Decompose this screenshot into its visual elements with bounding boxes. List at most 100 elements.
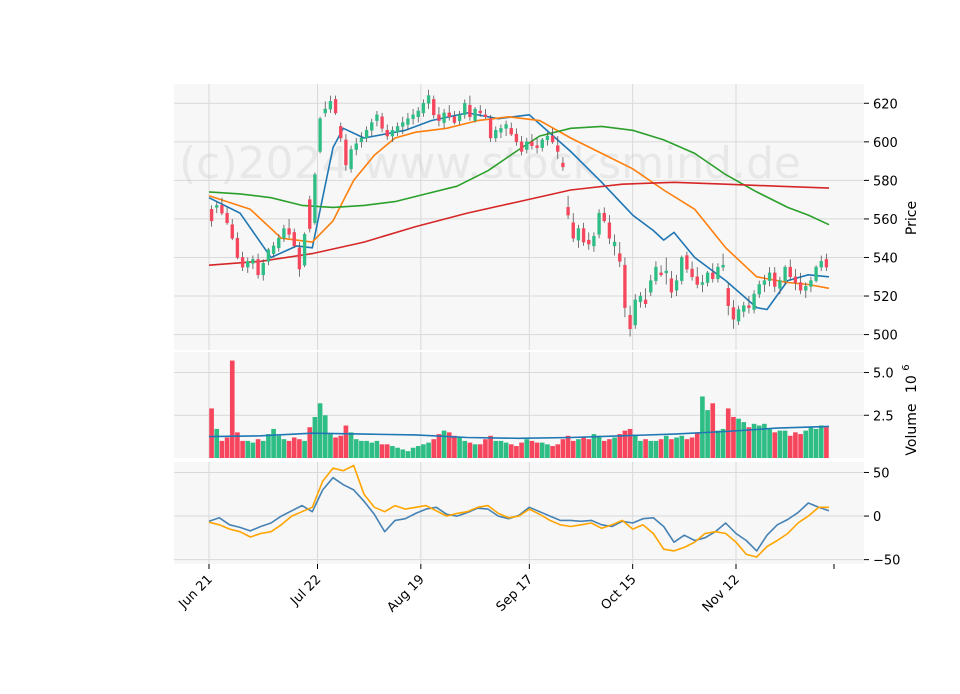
candle-body <box>762 280 767 285</box>
volume-bar <box>524 439 530 458</box>
price-moving-averages <box>208 112 830 311</box>
candle-body <box>349 149 353 170</box>
candle-body <box>473 108 477 121</box>
volume-bar <box>586 439 592 458</box>
x-tick-label: Oct 15 <box>598 572 639 613</box>
volume-bar <box>271 428 276 458</box>
volume-bar <box>266 434 271 458</box>
volume-bar <box>736 418 741 458</box>
svg-text:Volume 10 6: Volume 10 6 <box>901 364 920 455</box>
volume-bar <box>312 416 318 458</box>
candle-body <box>814 266 818 281</box>
volume-bar <box>751 423 757 458</box>
candle-body <box>592 236 596 247</box>
candle-body <box>804 286 808 291</box>
price-tick-label: 580 <box>873 174 898 189</box>
candle-body <box>406 118 410 125</box>
volume-axis-label-base: 10 <box>904 375 920 393</box>
candle-body <box>731 307 736 320</box>
volume-bar <box>576 439 581 458</box>
volume-bar <box>679 435 685 458</box>
candle-body <box>230 224 234 239</box>
candle-body <box>452 116 457 123</box>
volume-axis-label-exponent: 6 <box>901 364 912 370</box>
volume-bar <box>255 439 261 458</box>
candle-body <box>607 222 612 239</box>
volume-bar <box>209 408 214 458</box>
volume-bar <box>514 446 519 458</box>
candle-body <box>556 145 560 152</box>
volume-bar <box>694 432 700 458</box>
candle-body <box>437 114 441 121</box>
volume-bar <box>689 437 695 458</box>
volume-bar <box>705 410 710 458</box>
volume-bar <box>379 444 385 458</box>
volume-bars <box>209 360 829 458</box>
candle-body <box>375 114 379 121</box>
candle-body <box>478 110 482 114</box>
candle-body <box>654 266 658 281</box>
volume-bar <box>405 451 411 458</box>
candle-body <box>773 272 777 287</box>
volume-bar <box>601 440 607 458</box>
volume-bar <box>767 428 772 458</box>
candle-body <box>752 293 756 310</box>
candle-body <box>292 232 296 247</box>
oscillator-tick-label: 50 <box>873 466 890 481</box>
candle-body <box>674 280 679 291</box>
volume-bar <box>364 440 369 458</box>
volume-bar <box>343 425 349 458</box>
candle-body <box>287 228 291 235</box>
volume-bar <box>369 442 375 458</box>
watermark: (c)2024 www.stocksmind.de <box>179 138 801 189</box>
volume-bar <box>663 435 669 458</box>
candle-body <box>509 128 513 135</box>
candle-body <box>215 205 219 208</box>
candle-body <box>571 222 575 239</box>
volume-tick-label: 2.5 <box>873 409 894 424</box>
candle-body <box>700 282 705 285</box>
volume-bar <box>684 439 690 458</box>
candle-body <box>339 126 343 139</box>
candle-body <box>328 101 333 110</box>
candle-body <box>711 272 715 279</box>
candle-body <box>370 122 374 131</box>
x-tick-label: Nov 12 <box>700 572 743 615</box>
price-tick-label: 500 <box>873 329 898 344</box>
volume-bar <box>477 444 483 458</box>
volume-bar <box>560 439 566 458</box>
volume-bar <box>307 427 313 458</box>
volume-bar <box>328 434 333 458</box>
candle-body <box>359 137 364 143</box>
candle-body <box>411 114 415 119</box>
volume-bar <box>669 439 674 458</box>
volume-bar <box>374 440 380 458</box>
candle-body <box>302 234 307 266</box>
candle-body <box>597 212 601 235</box>
volume-bar <box>245 440 251 458</box>
volume-bar <box>235 432 240 458</box>
volume-bar <box>658 439 664 458</box>
candle-body <box>282 228 286 239</box>
volume-bar <box>359 440 364 458</box>
volume-bar <box>260 440 266 458</box>
candle-body <box>824 259 829 268</box>
volume-bar <box>756 425 762 458</box>
candle-body <box>395 126 400 133</box>
candle-body <box>318 118 322 152</box>
volume-bar <box>281 439 287 458</box>
candle-body <box>209 209 214 222</box>
volume-bar <box>550 446 555 458</box>
volume-bar <box>291 437 297 458</box>
candle-body <box>525 141 529 150</box>
candle-body <box>514 133 519 143</box>
candle-body <box>297 247 302 270</box>
volume-bar <box>762 423 767 458</box>
price-tick-label: 620 <box>873 97 898 112</box>
candle-body <box>220 205 224 214</box>
volume-bar <box>467 442 473 458</box>
candle-body <box>767 272 772 281</box>
price-tick-label: 600 <box>873 136 898 151</box>
candle-body <box>344 139 348 166</box>
